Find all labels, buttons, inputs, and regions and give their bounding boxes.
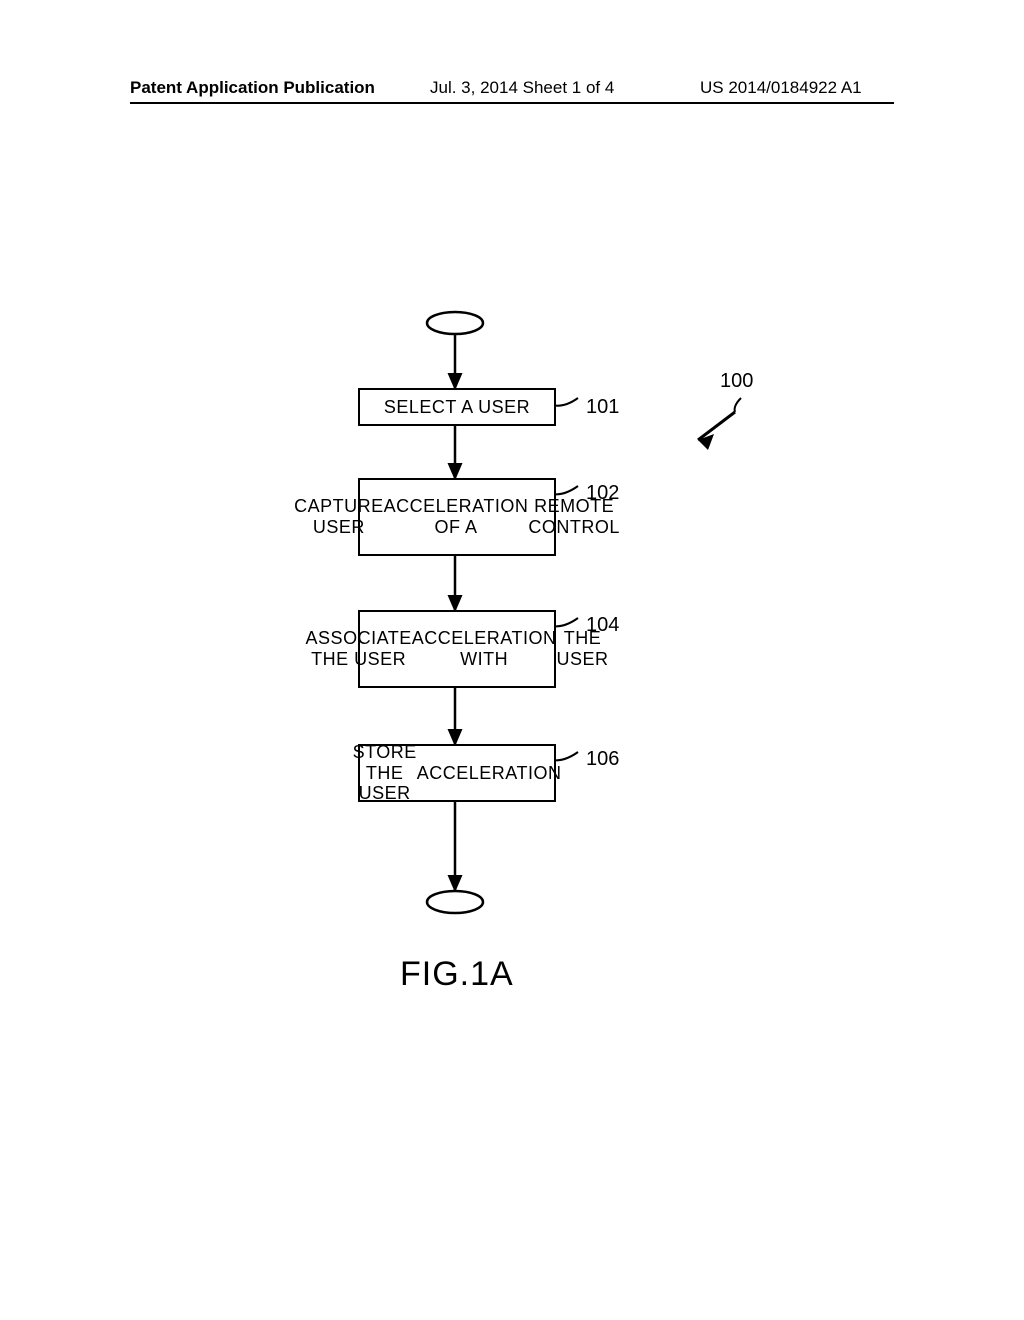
flowchart-step-104: ASSOCIATE THE USERACCELERATION WITHTHE U… [358, 610, 556, 688]
flowchart-step-102: CAPTURE USERACCELERATION OF AREMOTE CONT… [358, 478, 556, 556]
ref-number-104: 104 [586, 614, 619, 637]
flowchart-diagram: SELECT A USER CAPTURE USERACCELERATION OF… [0, 0, 1024, 1320]
ref-number-102: 102 [586, 482, 619, 505]
figure-label: FIG.1A [400, 955, 514, 994]
flowchart-step-106: STORE THE USERACCELERATION [358, 744, 556, 802]
flowchart-step-101: SELECT A USER [358, 388, 556, 426]
ref-number-main: 100 [720, 370, 753, 393]
ref-number-101: 101 [586, 396, 619, 419]
ref-number-106: 106 [586, 748, 619, 771]
